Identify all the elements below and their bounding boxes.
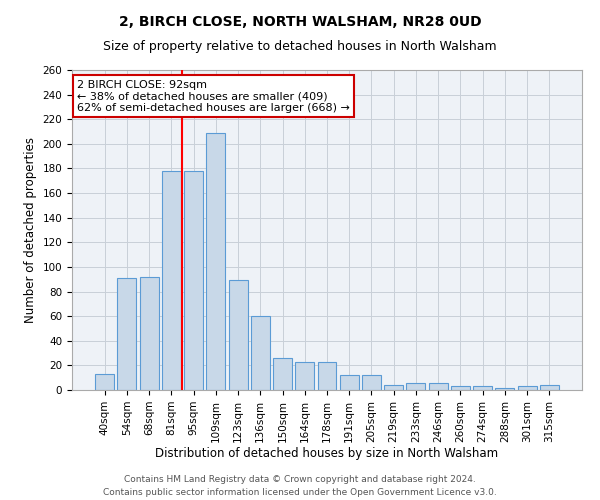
Bar bbox=[95, 374, 114, 390]
Text: 2, BIRCH CLOSE, NORTH WALSHAM, NR28 0UD: 2, BIRCH CLOSE, NORTH WALSHAM, NR28 0UD bbox=[119, 15, 481, 29]
Bar bbox=[362, 375, 381, 390]
Bar bbox=[229, 280, 248, 390]
Bar bbox=[206, 133, 225, 390]
Bar bbox=[340, 375, 359, 390]
X-axis label: Distribution of detached houses by size in North Walsham: Distribution of detached houses by size … bbox=[155, 448, 499, 460]
Bar bbox=[295, 362, 314, 390]
Text: Contains HM Land Registry data © Crown copyright and database right 2024.: Contains HM Land Registry data © Crown c… bbox=[124, 476, 476, 484]
Bar bbox=[518, 386, 536, 390]
Bar bbox=[496, 388, 514, 390]
Bar bbox=[451, 386, 470, 390]
Text: 2 BIRCH CLOSE: 92sqm
← 38% of detached houses are smaller (409)
62% of semi-deta: 2 BIRCH CLOSE: 92sqm ← 38% of detached h… bbox=[77, 80, 350, 113]
Bar bbox=[429, 382, 448, 390]
Bar bbox=[118, 278, 136, 390]
Bar bbox=[251, 316, 270, 390]
Bar bbox=[162, 171, 181, 390]
Y-axis label: Number of detached properties: Number of detached properties bbox=[24, 137, 37, 323]
Bar bbox=[140, 277, 158, 390]
Bar bbox=[406, 382, 425, 390]
Text: Contains public sector information licensed under the Open Government Licence v3: Contains public sector information licen… bbox=[103, 488, 497, 497]
Bar bbox=[317, 362, 337, 390]
Bar bbox=[473, 386, 492, 390]
Text: Size of property relative to detached houses in North Walsham: Size of property relative to detached ho… bbox=[103, 40, 497, 53]
Bar bbox=[273, 358, 292, 390]
Bar bbox=[384, 385, 403, 390]
Bar bbox=[540, 385, 559, 390]
Bar bbox=[184, 171, 203, 390]
